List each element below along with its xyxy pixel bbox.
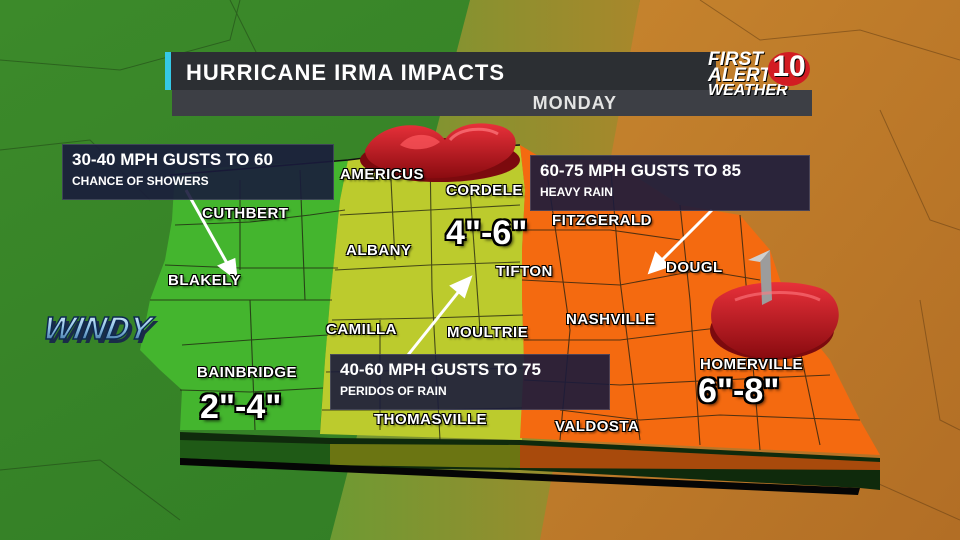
page-title: HURRICANE IRMA IMPACTS bbox=[186, 60, 505, 85]
city-bainbridge: BAINBRIDGE bbox=[197, 364, 298, 381]
impact-box-west: 30-40 MPH GUSTS TO 60 CHANCE OF SHOWERS bbox=[62, 144, 334, 200]
logo-alert: ALERT bbox=[708, 65, 771, 86]
orange-zone bbox=[520, 145, 880, 455]
city-moultrie: MOULTRIE bbox=[447, 324, 529, 341]
city-douglas: DOUGL bbox=[666, 259, 723, 276]
windy-graphic: WINDY WINDY bbox=[40, 309, 159, 350]
logo-first: FIRST bbox=[708, 49, 763, 70]
city-nashville: NASHVILLE bbox=[566, 311, 656, 328]
rain-total-west: 2"-4" bbox=[200, 388, 282, 426]
windy-shadow: WINDY bbox=[44, 314, 159, 350]
impact-box-east: 60-75 MPH GUSTS TO 85 HEAVY RAIN bbox=[530, 155, 810, 211]
impact-box-central: 40-60 MPH GUSTS TO 75 PERIDOS OF RAIN bbox=[330, 354, 610, 410]
city-fitzgerald: FITZGERALD bbox=[552, 212, 652, 229]
impact-west-note: CHANCE OF SHOWERS bbox=[72, 174, 209, 188]
city-tifton: TIFTON bbox=[496, 263, 553, 280]
city-cordele: CORDELE bbox=[446, 182, 523, 199]
hurricane-icon-right bbox=[710, 250, 839, 360]
city-cuthbert: CUTHBERT bbox=[202, 205, 289, 222]
city-homerville: HOMERVILLE bbox=[700, 356, 804, 373]
title-bar: HURRICANE IRMA IMPACTS bbox=[165, 52, 716, 90]
city-americus: AMERICUS bbox=[340, 166, 425, 183]
logo-number: 10 bbox=[768, 52, 810, 86]
impact-central-winds: 40-60 MPH GUSTS TO 75 bbox=[340, 360, 541, 379]
arrows bbox=[184, 189, 714, 356]
city-camilla: CAMILLA bbox=[326, 321, 397, 338]
impact-west-winds: 30-40 MPH GUSTS TO 60 bbox=[72, 150, 273, 169]
impact-east-note: HEAVY RAIN bbox=[540, 185, 613, 199]
city-blakely: BLAKELY bbox=[168, 272, 241, 289]
rain-total-central: 4"-6" bbox=[446, 214, 528, 252]
city-valdosta: VALDOSTA bbox=[555, 418, 640, 435]
city-albany: ALBANY bbox=[346, 242, 412, 259]
green-zone bbox=[140, 160, 348, 430]
first-alert-weather-logo: FIRST ALERT WEATHER 10 bbox=[706, 49, 814, 99]
hurricane-icon-top bbox=[360, 123, 520, 182]
windy-text: WINDY bbox=[41, 310, 156, 346]
logo-weather: WEATHER bbox=[708, 82, 788, 99]
impact-east-winds: 60-75 MPH GUSTS TO 85 bbox=[540, 161, 741, 180]
subtitle-bar: MONDAY bbox=[172, 90, 812, 116]
rain-total-east: 6"-8" bbox=[698, 372, 780, 410]
day-label: MONDAY bbox=[532, 93, 617, 113]
impact-central-note: PERIDOS OF RAIN bbox=[340, 384, 447, 398]
city-thomasville: THOMASVILLE bbox=[374, 411, 487, 428]
